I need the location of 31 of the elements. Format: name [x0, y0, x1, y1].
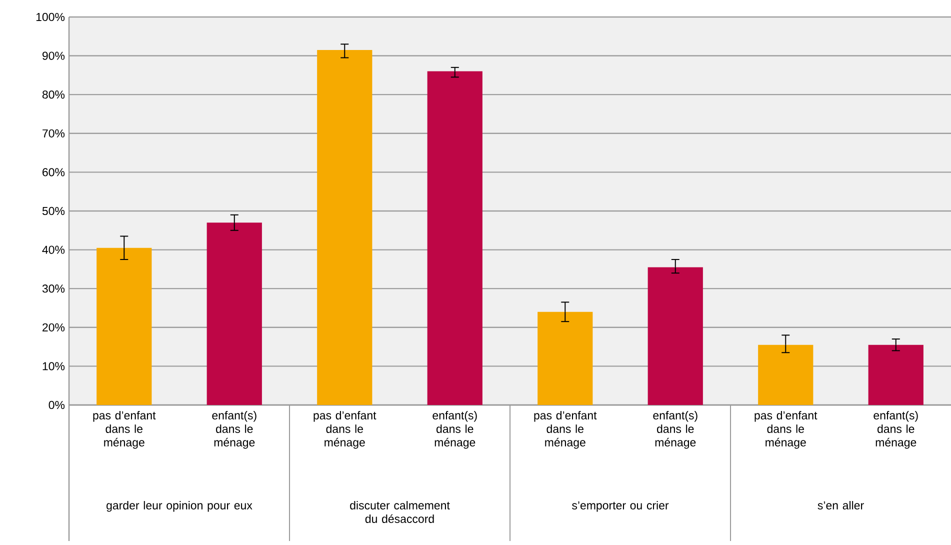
- bar: [317, 50, 372, 405]
- text: s’en aller: [818, 501, 864, 510]
- text: discuter calmement du désaccord: [350, 501, 450, 523]
- y-tick-label: 60%: [42, 168, 65, 176]
- y-tick-label: 90%: [42, 52, 65, 60]
- x-tick-label: enfant(s) dans le ménage: [874, 411, 918, 449]
- x-tick-label: enfant(s) dans le ménage: [653, 411, 698, 449]
- bar: [206, 222, 262, 405]
- x-tick-label: pas d’enfant dans le ménage: [314, 411, 376, 449]
- bar: [868, 344, 924, 405]
- x-tick-label: pas d’enfant dans le ménage: [534, 411, 597, 449]
- y-tick-label: 30%: [42, 284, 65, 293]
- y-tick-label: 80%: [42, 90, 65, 99]
- y-tick-label: 10%: [42, 362, 65, 370]
- y-tick-label: 20%: [42, 323, 65, 332]
- y-tick-label: 70%: [42, 129, 65, 138]
- x-tick-label: enfant(s) dans le ménage: [432, 411, 477, 449]
- bar: [648, 267, 703, 405]
- bar: [758, 344, 814, 405]
- x-tick-label: pas d’enfant dans le ménage: [754, 411, 818, 449]
- bar: [96, 248, 152, 405]
- text: s’emporter ou crier: [572, 501, 669, 512]
- text: garder leur opinion pour eux: [106, 501, 252, 512]
- bar: [427, 71, 482, 405]
- x-tick-label: enfant(s) dans le ménage: [212, 411, 256, 449]
- x-tick-label: pas d’enfant dans le ménage: [93, 411, 156, 449]
- y-tick-label: 50%: [42, 206, 65, 216]
- y-tick-label: 40%: [42, 246, 65, 254]
- y-tick-label: 0%: [48, 400, 65, 410]
- bar: [538, 312, 593, 405]
- y-tick-label: 100%: [36, 12, 65, 22]
